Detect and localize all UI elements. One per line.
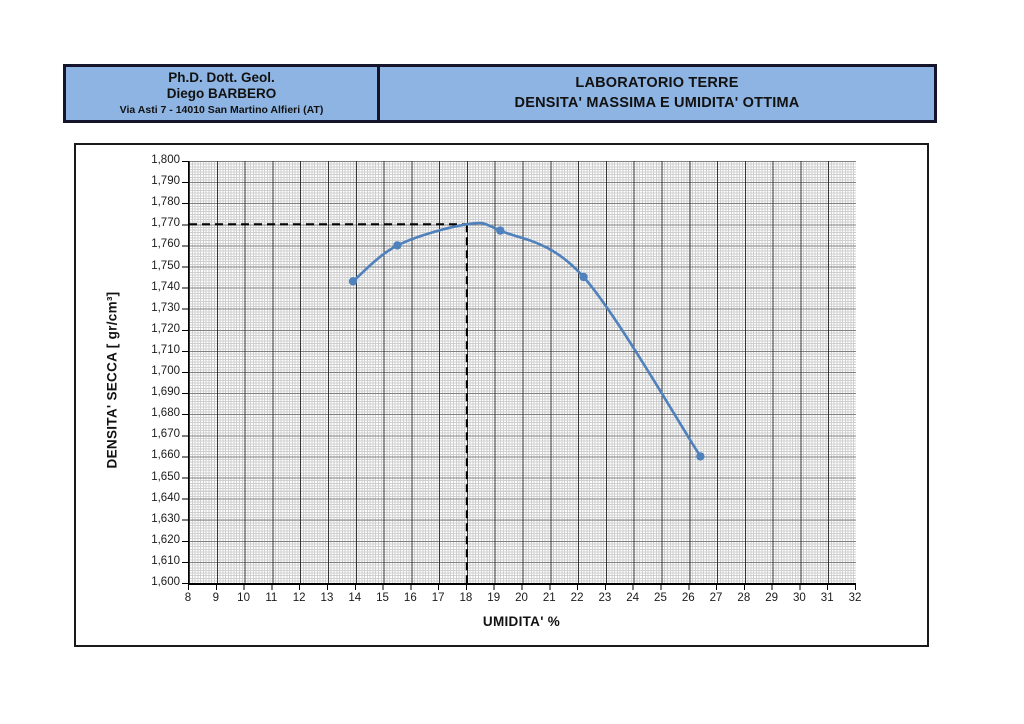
y-axis-tick-label: 1,730 [151,301,180,314]
x-axis-tick-label: 12 [292,592,306,604]
y-axis-tick-label: 1,680 [151,407,180,420]
x-axis-tick-label: 25 [654,592,667,604]
y-axis-tick-label: 1,790 [151,175,180,188]
x-axis-tick-label: 13 [320,592,334,604]
header-title-box: LABORATORIO TERRE DENSITA' MASSIMA E UMI… [380,67,934,120]
x-axis-tick-label: 31 [820,592,834,604]
y-axis-tick-label: 1,670 [151,428,180,441]
data-point-marker [348,277,358,286]
y-axis-tick-label: 1,660 [151,449,180,462]
x-axis-tick-label: 17 [431,592,445,604]
author-name: Diego BARBERO [166,86,277,102]
y-axis-tick-label: 1,740 [151,280,180,293]
header-author-box: Ph.D. Dott. Geol. Diego BARBERO Via Asti… [66,67,380,120]
x-axis-tick-label: 8 [184,592,192,604]
data-point-marker [579,272,588,282]
x-axis-tick-label: 29 [765,592,779,604]
y-axis-title: DENSITA' SECCA [ gr/cm³] [104,291,120,469]
y-axis-tick-label: 1,710 [151,343,180,356]
lab-title: LABORATORIO TERRE [575,74,739,91]
x-axis-tick-label: 32 [848,592,862,604]
y-axis-tick-label: 1,650 [151,470,180,483]
x-axis-tick-label: 15 [376,592,389,604]
plot-area [188,161,856,585]
compaction-curve-layer [189,221,705,583]
y-axis-tick-label: 1,750 [151,259,180,272]
x-axis-tick-label: 24 [626,592,640,604]
y-axis-tick-label: 1,780 [151,196,180,209]
test-title: DENSITA' MASSIMA E UMIDITA' OTTIMA [514,94,800,111]
y-axis-tick-label: 1,760 [151,238,180,251]
y-axis-tick-label: 1,700 [151,365,180,377]
x-axis-tick-label: 26 [681,592,695,604]
x-axis-tick-label: 27 [709,592,723,604]
x-axis-tick-label: 30 [793,592,806,604]
x-axis-title: UMIDITA' % [482,614,561,629]
y-axis-tick-label: 1,600 [151,576,180,588]
data-point-marker [496,226,505,235]
y-axis-tick-label: 1,770 [151,217,180,230]
author-title: Ph.D. Dott. Geol. [168,69,275,85]
y-axis-ticks [182,161,188,584]
y-axis-tick-label: 1,720 [151,322,180,335]
data-point-marker [393,241,402,250]
x-axis-tick-label: 23 [598,592,612,604]
y-axis-tick-label: 1,640 [151,491,180,504]
y-axis-tick-label: 1,630 [151,512,180,525]
x-axis-ticks [188,584,856,590]
x-axis-tick-label: 22 [570,592,584,604]
x-axis-tick-label: 11 [265,592,278,604]
y-axis-tick-label: 1,800 [151,154,180,166]
compaction-curve [351,221,702,458]
x-axis-tick-label: 9 [212,592,219,604]
y-axis-tick-label: 1,690 [151,386,180,399]
x-axis-tick-label: 18 [459,592,473,604]
x-axis-tick-label: 10 [237,592,250,604]
report-header: Ph.D. Dott. Geol. Diego BARBERO Via Asti… [63,64,937,123]
y-axis-tick-label: 1,620 [151,533,180,546]
data-point-marker [696,452,705,461]
x-axis-tick-label: 16 [403,592,417,604]
x-axis-tick-label: 20 [515,592,528,604]
x-axis-tick-label: 21 [542,592,556,604]
x-axis-tick-label: 28 [737,592,751,604]
x-axis-tick-label: 19 [487,592,501,604]
x-axis-tick-label: 14 [348,592,362,604]
author-address: Via Asti 7 - 14010 San Martino Alfieri (… [119,104,324,117]
y-axis-tick-label: 1,610 [151,554,180,567]
